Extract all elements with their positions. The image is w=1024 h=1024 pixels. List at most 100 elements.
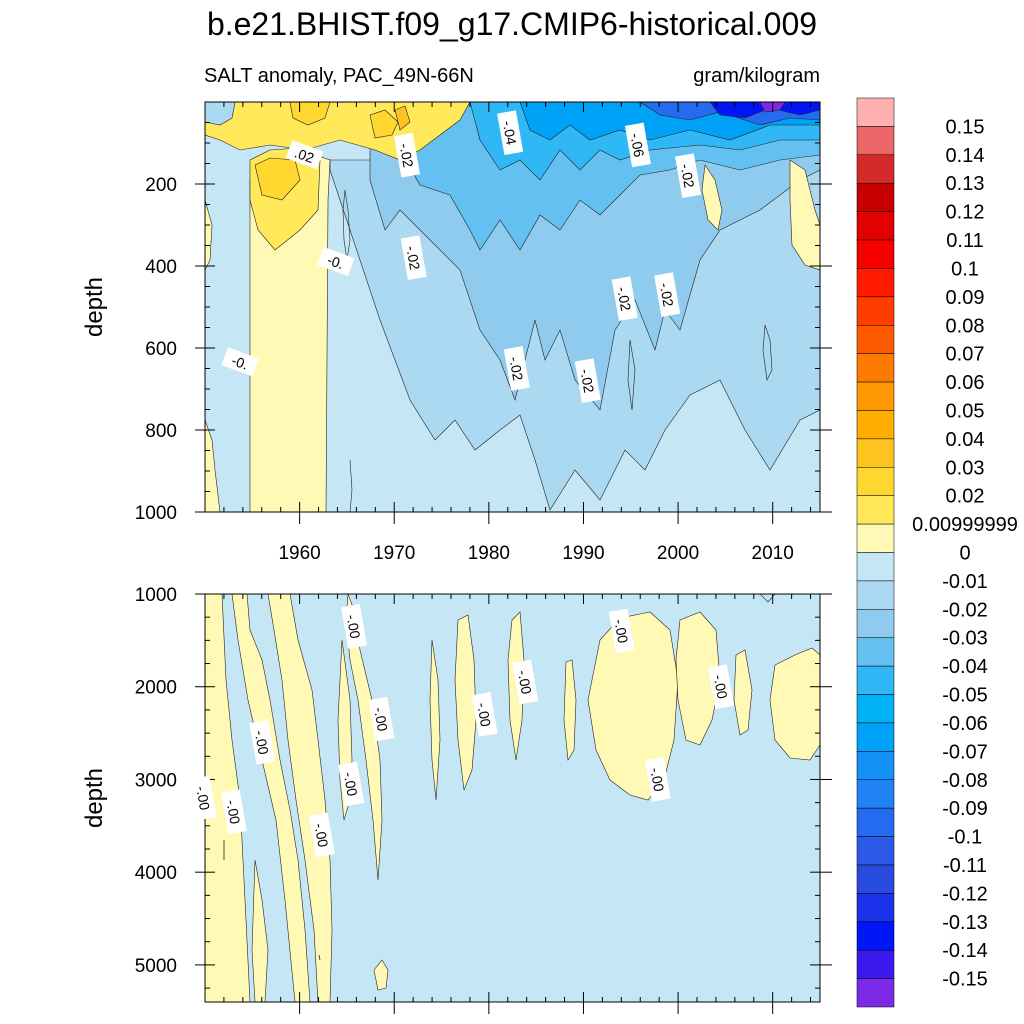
y-tick-label: 1000	[135, 503, 177, 524]
contour-label-bg	[675, 153, 702, 199]
colorbar-swatch	[856, 722, 895, 752]
contour-label-bg	[644, 757, 671, 802]
colorbar-label: 0.12	[946, 202, 985, 224]
colorbar-swatch	[856, 353, 895, 383]
y-tick-label: 600	[145, 339, 177, 360]
contour-label: -.02	[574, 358, 601, 404]
y-tick-label: 200	[145, 175, 177, 196]
y-tick-label: 5000	[135, 956, 177, 977]
contour-label-text: -.02	[657, 281, 677, 308]
colorbar-label: -0.05	[942, 685, 988, 707]
colorbar-swatch	[856, 807, 895, 837]
contour-label: -.00	[471, 692, 498, 737]
contour-label-text: -0.	[325, 252, 346, 273]
contour-label-text: -.00	[311, 822, 331, 849]
contour-label-bg	[654, 272, 681, 317]
upper-contour-labels: .02 -.02 -.04 -.06 -.02 -.02 -0. -0. -.02 -.02 -.0…	[221, 110, 702, 404]
colorbar-swatch	[856, 325, 895, 354]
lower-y-axis-label: depth	[81, 768, 108, 828]
y-tick-label: 400	[145, 257, 177, 278]
colorbar-swatch	[856, 921, 895, 951]
colorbar-label: 0.08	[946, 315, 985, 337]
contour-label: -.06	[624, 122, 651, 168]
colorbar-label: 0.15	[946, 116, 985, 138]
x-tick-label: 1960	[278, 543, 320, 564]
contour-label-text: -.02	[506, 355, 526, 382]
colorbar-label: 0.11	[946, 230, 983, 252]
colorbar-swatch	[856, 978, 895, 1008]
chart-subtitle-right: gram/kilogram	[693, 65, 820, 87]
contour-label-bg	[316, 246, 355, 277]
contour-label: -.00	[308, 812, 335, 858]
lower-x-axis	[223, 594, 812, 1014]
x-tick-label: 2000	[657, 543, 699, 564]
contour-label-bg	[368, 696, 395, 742]
colorbar-label: -0.12	[942, 883, 988, 905]
colorbar-label: -0.1	[948, 827, 982, 849]
colorbar-swatch	[856, 836, 895, 866]
colorbar-label: -0.09	[942, 798, 988, 820]
colorbar: 0.15 0.14 0.13 0.12 0.11 0.1 0.09 0.08 0.07 0.06 0…	[856, 97, 1018, 1008]
contour-label: -.02	[400, 235, 427, 281]
contour-label: -.02	[394, 132, 421, 178]
contour-label: -.02	[675, 153, 702, 199]
contour-label: -.00	[338, 761, 365, 807]
contour-label-bg	[308, 812, 335, 858]
contour-label: -.02	[654, 272, 681, 317]
contour-label-bg	[338, 761, 365, 807]
upper-y-axis: 200 400 600 800 1000	[135, 101, 832, 524]
contour-label-bg	[512, 659, 539, 705]
contour-label-text: -0.	[230, 352, 251, 373]
x-tick-label: 1980	[468, 543, 510, 564]
upper-y-axis-label: depth	[81, 277, 108, 337]
x-tick-label: 1990	[562, 543, 604, 564]
contour-label-bg	[220, 789, 247, 835]
contour-label-text: -.02	[678, 163, 698, 190]
contour-label-text: -.00	[341, 771, 361, 798]
x-tick-label: 1970	[373, 543, 415, 564]
contour-label-text: -.00	[711, 673, 731, 700]
colorbar-swatch	[856, 864, 895, 894]
colorbar-label: -0.14	[942, 940, 988, 962]
contour-label-bg	[503, 346, 530, 391]
colorbar-label: 0.1	[951, 258, 979, 280]
colorbar-label: 0.13	[946, 173, 985, 195]
contour-label-text: -.04	[500, 119, 520, 146]
contour-label-bg	[190, 775, 217, 821]
colorbar-label: -0.06	[942, 713, 988, 735]
colorbar-label: 0.03	[946, 457, 985, 479]
contour-label-text: -.02	[614, 286, 634, 313]
colorbar-swatch	[856, 495, 895, 525]
colorbar-label: -0.04	[942, 656, 988, 678]
contour-label: -.00	[249, 719, 276, 765]
contour-label-bg	[624, 122, 651, 168]
y-tick-label: 4000	[135, 863, 177, 884]
contour-label-text: -.02	[577, 368, 597, 395]
colorbar-swatch	[856, 211, 895, 241]
colorbar-label: -0.07	[942, 741, 988, 763]
colorbar-label: 0.14	[946, 145, 985, 167]
colorbar-label: -0.13	[942, 912, 988, 934]
contour-label: -.02	[503, 346, 530, 391]
contour-label-text: .02	[292, 144, 316, 166]
contour-label-text: -.02	[403, 245, 423, 272]
upper-panel: 1960 1970 1980 1990 2000 2010 200 400 600 800 100…	[81, 101, 832, 564]
colorbar-swatch	[856, 637, 895, 667]
colorbar-label: -0.01	[942, 571, 988, 593]
contour-label: -0.	[316, 246, 355, 277]
colorbar-label: 0.04	[946, 429, 985, 451]
contour-label-bg	[341, 604, 368, 649]
colorbar-swatch	[856, 154, 895, 184]
chart-subtitle-left: SALT anomaly, PAC_49N-66N	[204, 65, 474, 87]
contour-label: -.00	[708, 664, 735, 709]
contour-label-text: -.00	[344, 613, 364, 640]
upper-x-axis: 1960 1970 1980 1990 2000 2010	[223, 102, 812, 564]
colorbar-label: 0.06	[946, 372, 985, 394]
lower-contour-labels: -.00 -.00 -.00 -.00 -.00 -.00 -.00 -.00 -.00 -.00…	[190, 604, 735, 858]
contour-label-text: -.00	[474, 701, 494, 728]
y-tick-label: 3000	[135, 770, 177, 791]
y-tick-label: 800	[145, 421, 177, 442]
colorbar-label: -0.15	[942, 969, 988, 991]
